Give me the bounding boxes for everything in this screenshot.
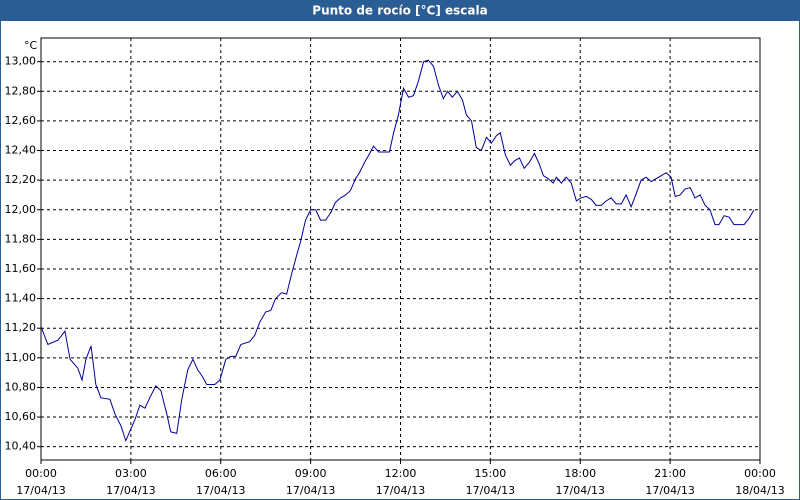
x-tick-date: 17/04/13	[466, 484, 515, 497]
x-tick-date: 17/04/13	[16, 484, 65, 497]
y-tick-label: 11,80	[5, 232, 37, 245]
x-tick-date: 17/04/13	[645, 484, 694, 497]
y-axis-unit: °C	[24, 39, 38, 52]
x-tick-date: 17/04/13	[196, 484, 245, 497]
x-tick-label: 00:00	[25, 467, 57, 480]
y-tick-label: 11,00	[5, 351, 37, 364]
x-tick-date: 18/04/13	[735, 484, 784, 497]
y-tick-label: 10,80	[5, 380, 37, 393]
y-tick-label: 10,40	[5, 440, 37, 453]
chart-title: Punto de rocío [°C] escala	[312, 4, 487, 18]
x-tick-label: 18:00	[564, 467, 596, 480]
x-tick-date: 17/04/13	[376, 484, 425, 497]
y-tick-label: 11,20	[5, 321, 37, 334]
x-tick-label: 15:00	[475, 467, 507, 480]
x-tick-date: 17/04/13	[556, 484, 605, 497]
y-tick-label: 12,60	[5, 114, 37, 127]
x-tick-label: 09:00	[295, 467, 327, 480]
x-tick-label: 03:00	[115, 467, 147, 480]
y-tick-label: 12,20	[5, 173, 37, 186]
x-tick-label: 00:00	[744, 467, 776, 480]
y-tick-label: 11,40	[5, 292, 37, 305]
x-tick-date: 17/04/13	[286, 484, 335, 497]
y-tick-label: 12,80	[5, 84, 37, 97]
x-tick-label: 06:00	[205, 467, 237, 480]
y-tick-label: 11,60	[5, 262, 37, 275]
y-tick-label: 13,00	[5, 55, 37, 68]
data-line	[40, 59, 755, 443]
y-tick-label: 12,00	[5, 203, 37, 216]
y-tick-label: 12,40	[5, 144, 37, 157]
x-tick-label: 21:00	[654, 467, 686, 480]
y-tick-label: 10,60	[5, 410, 37, 423]
title-bar	[0, 0, 800, 21]
x-tick-label: 12:00	[385, 467, 417, 480]
x-tick-date: 17/04/13	[106, 484, 155, 497]
